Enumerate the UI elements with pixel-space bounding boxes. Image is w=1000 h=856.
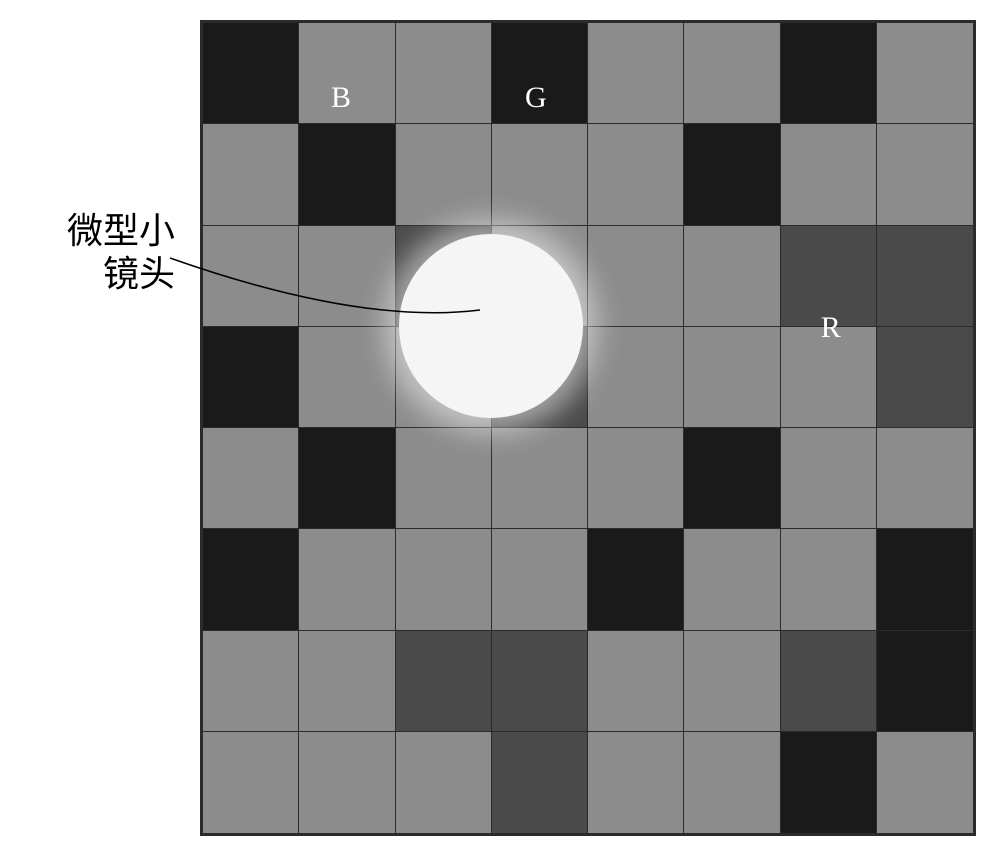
cell-G	[299, 226, 395, 327]
cell-R	[877, 226, 973, 327]
cell-B	[684, 428, 780, 529]
cell-G	[877, 23, 973, 124]
cell-B	[203, 23, 299, 124]
annotation-line2: 镜头	[20, 253, 175, 296]
cell-G	[781, 428, 877, 529]
cell-G	[588, 226, 684, 327]
cell-B	[684, 124, 780, 225]
cell-G	[203, 631, 299, 732]
label-R: R	[821, 311, 841, 345]
cell-B	[203, 529, 299, 630]
cell-G	[396, 124, 492, 225]
cell-B	[203, 327, 299, 428]
diagram-container: B G R 微型小 镜头	[0, 0, 1000, 856]
pixel-grid	[200, 20, 976, 836]
cell-G	[492, 124, 588, 225]
cell-G	[203, 226, 299, 327]
cell-G	[492, 529, 588, 630]
cell-B	[877, 529, 973, 630]
cell-G	[588, 631, 684, 732]
cell-R	[396, 631, 492, 732]
cell-G	[588, 428, 684, 529]
cell-G	[781, 529, 877, 630]
annotation-line1: 微型小	[20, 210, 175, 253]
cell-G	[877, 428, 973, 529]
cell-G	[684, 226, 780, 327]
cell-G	[781, 124, 877, 225]
cell-G	[299, 327, 395, 428]
cell-G	[396, 529, 492, 630]
cell-B	[781, 732, 877, 833]
cell-G	[684, 327, 780, 428]
cell-B	[781, 23, 877, 124]
cell-G	[684, 529, 780, 630]
cell-G	[877, 124, 973, 225]
label-G: G	[525, 81, 547, 115]
cell-B	[877, 631, 973, 732]
cell-G	[299, 529, 395, 630]
micro-lens	[399, 234, 583, 418]
cell-G	[396, 23, 492, 124]
cell-G	[203, 124, 299, 225]
cell-G	[299, 732, 395, 833]
cell-B	[588, 529, 684, 630]
cell-G	[396, 732, 492, 833]
cell-G	[684, 732, 780, 833]
cell-G	[396, 428, 492, 529]
label-B: B	[331, 81, 351, 115]
cell-G	[588, 327, 684, 428]
cell-G	[588, 732, 684, 833]
cell-G	[684, 631, 780, 732]
cell-R	[877, 327, 973, 428]
cell-G	[588, 23, 684, 124]
cell-G	[588, 124, 684, 225]
cell-B	[299, 428, 395, 529]
cell-G	[203, 732, 299, 833]
cell-G	[203, 428, 299, 529]
cell-R	[781, 631, 877, 732]
cell-G	[684, 23, 780, 124]
grid-wrap: B G R	[200, 20, 976, 836]
cell-R	[492, 631, 588, 732]
cell-R	[492, 732, 588, 833]
annotation-text: 微型小 镜头	[20, 210, 175, 296]
cell-G	[492, 428, 588, 529]
cell-G	[299, 631, 395, 732]
cell-B	[299, 124, 395, 225]
cell-G	[877, 732, 973, 833]
